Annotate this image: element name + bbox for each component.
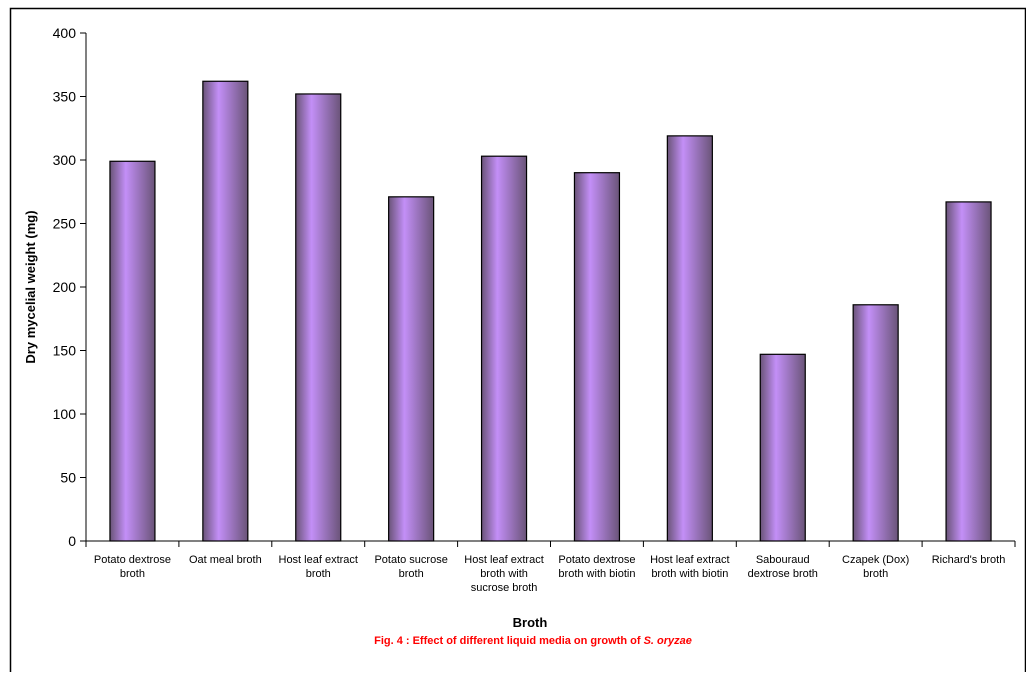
- bar: [202, 80, 249, 542]
- y-tick-label: 50: [60, 470, 76, 486]
- bar: [109, 160, 156, 542]
- x-category-label-line: broth with biotin: [651, 568, 728, 580]
- x-category-label: Host leaf extract broth: [279, 554, 358, 580]
- x-category-label-line: broth: [306, 568, 331, 580]
- x-category-label-line: broth: [399, 568, 424, 580]
- bar: [759, 353, 806, 542]
- x-category-label: Sabouraud dextrose broth: [748, 554, 818, 580]
- x-category-label: Oat meal broth: [189, 554, 262, 566]
- x-category-label: Czapek (Dox) broth: [842, 554, 909, 580]
- x-category-label-line: Oat meal broth: [189, 554, 262, 566]
- bar: [852, 304, 899, 542]
- x-category-label: Host leaf extract broth with sucrose broth: [464, 554, 543, 594]
- x-category-label-line: Sabouraud: [756, 554, 810, 566]
- x-category-label-line: Host leaf extract: [279, 554, 358, 566]
- caption-species: S. oryzae: [644, 635, 692, 647]
- x-category-label-line: Potato dextrose: [94, 554, 171, 566]
- x-category-label-line: broth: [863, 568, 888, 580]
- x-category-label-line: Host leaf extract: [464, 554, 543, 566]
- y-tick-label: 150: [53, 343, 77, 359]
- y-tick-label: 250: [53, 216, 77, 232]
- figure-caption: Fig. 4 : Effect of different liquid medi…: [374, 635, 692, 647]
- y-tick-label: 200: [53, 279, 77, 295]
- x-category-label: Potato dextrose broth with biotin: [558, 554, 635, 580]
- y-tick-label: 400: [53, 25, 77, 41]
- x-category-label-line: Czapek (Dox): [842, 554, 909, 566]
- y-tick-label: 0: [68, 533, 76, 549]
- bar: [666, 135, 713, 542]
- x-category-label-line: dextrose broth: [748, 568, 818, 580]
- x-category-label-line: broth with: [480, 568, 528, 580]
- bar: [573, 172, 621, 542]
- x-category-label: Host leaf extract broth with biotin: [650, 554, 729, 580]
- y-tick-label: 300: [53, 152, 77, 168]
- y-tick-label: 100: [53, 406, 77, 422]
- bar: [945, 201, 992, 542]
- x-category-label-line: Potato dextrose: [558, 554, 635, 566]
- y-axis-title: Dry mycelial weight (mg): [23, 210, 38, 363]
- bar: [480, 155, 528, 542]
- x-category-label-line: Richard's broth: [932, 554, 1006, 566]
- y-tick-label: 350: [53, 89, 77, 105]
- x-category-label-line: broth: [120, 568, 145, 580]
- x-category-label: Potato dextrose broth: [94, 554, 171, 580]
- x-category-label: Potato sucrose broth: [374, 554, 447, 580]
- x-category-label: Richard's broth: [932, 554, 1006, 566]
- x-category-label-line: Potato sucrose: [374, 554, 447, 566]
- x-category-label-line: Host leaf extract: [650, 554, 729, 566]
- x-category-label-line: sucrose broth: [471, 582, 538, 594]
- x-category-label-line: broth with biotin: [558, 568, 635, 580]
- x-axis-title: Broth: [513, 615, 548, 630]
- bar: [388, 196, 435, 542]
- caption-prefix: Fig. 4 : Effect of different liquid medi…: [374, 635, 644, 647]
- bar: [295, 93, 342, 542]
